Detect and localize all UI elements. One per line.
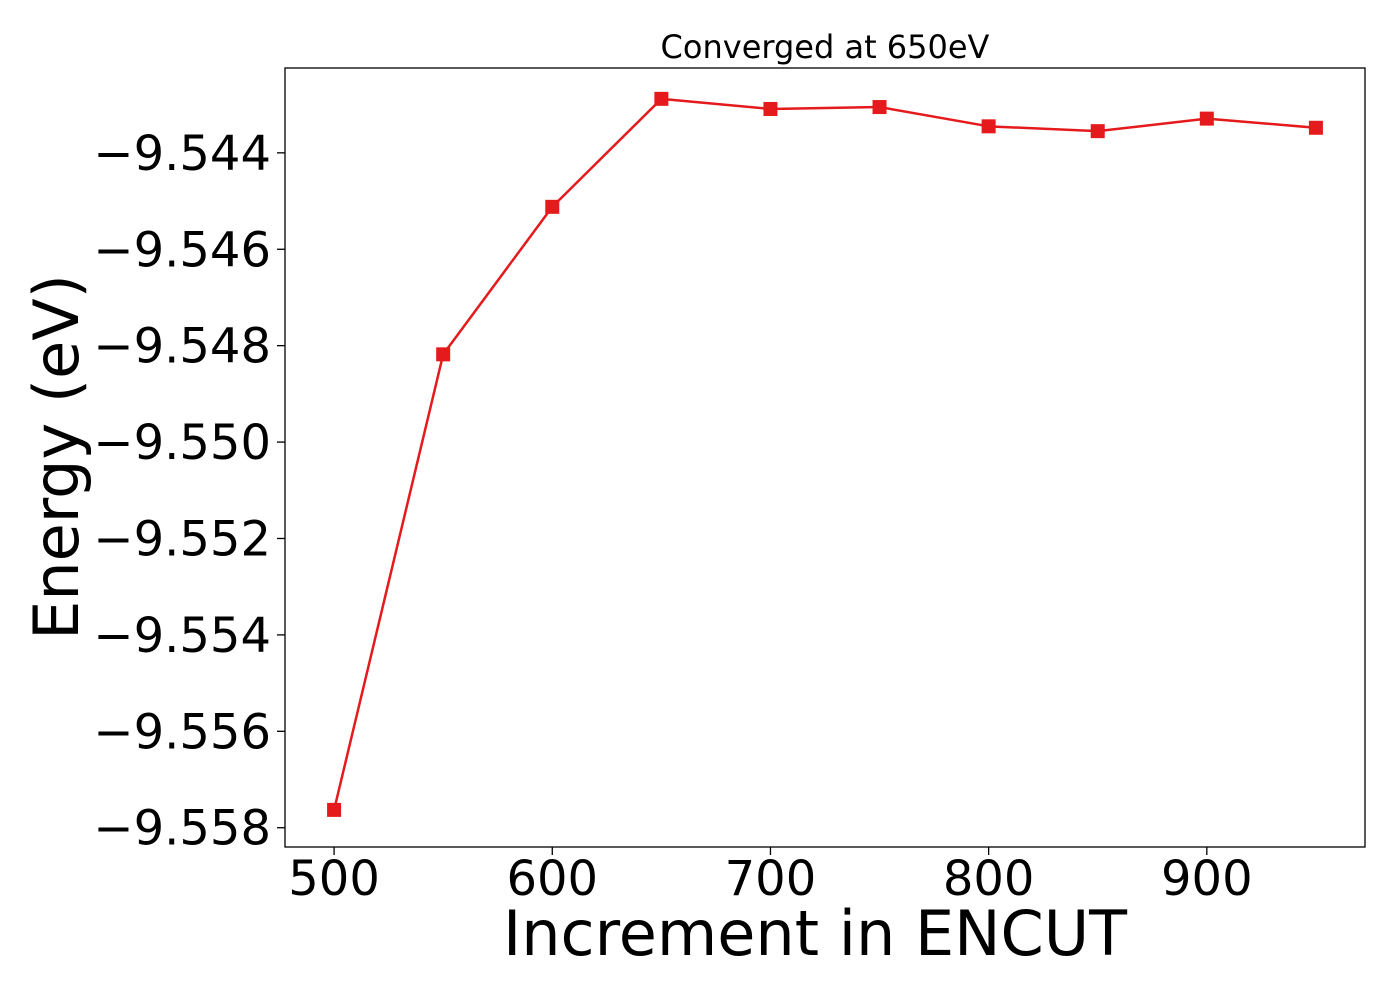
data-point-marker (436, 347, 451, 362)
x-axis-ticks: 500 600 700 800 900 (288, 847, 1253, 907)
y-axis-label: Energy (eV) (20, 274, 93, 640)
data-point-marker (545, 199, 560, 214)
plot-area (284, 67, 1366, 848)
data-point-marker (981, 119, 996, 134)
y-tick-label: −9.558 (93, 801, 271, 857)
data-point-marker (327, 802, 342, 817)
y-tick-label: −9.556 (93, 704, 271, 760)
x-tick-label: 600 (506, 851, 598, 907)
y-tick-label: −9.552 (93, 511, 271, 567)
data-point-marker (1199, 111, 1214, 126)
x-axis-label: Increment in ENCUT (503, 897, 1128, 970)
x-tick-label: 800 (943, 851, 1035, 907)
data-point-marker (872, 100, 887, 115)
data-point-marker (763, 101, 778, 116)
y-tick-label: −9.548 (93, 319, 271, 375)
x-tick-label: 700 (725, 851, 817, 907)
series-layer (327, 91, 1323, 817)
x-tick-label: 900 (1161, 851, 1253, 907)
series-line (332, 97, 1317, 811)
data-point-marker (1308, 120, 1323, 135)
y-tick-label: −9.544 (93, 126, 271, 182)
y-tick-label: −9.546 (93, 222, 271, 278)
data-point-marker (654, 91, 669, 106)
y-tick-label: −9.554 (93, 608, 271, 664)
data-point-marker (1090, 124, 1105, 139)
y-tick-label: −9.550 (93, 415, 271, 471)
y-axis-ticks: −9.558 −9.556 −9.554 −9.552 −9.550 −9.548 −9.5… (93, 126, 285, 857)
x-tick-label: 500 (288, 851, 380, 907)
chart-title: Converged at 650eV (661, 28, 990, 66)
